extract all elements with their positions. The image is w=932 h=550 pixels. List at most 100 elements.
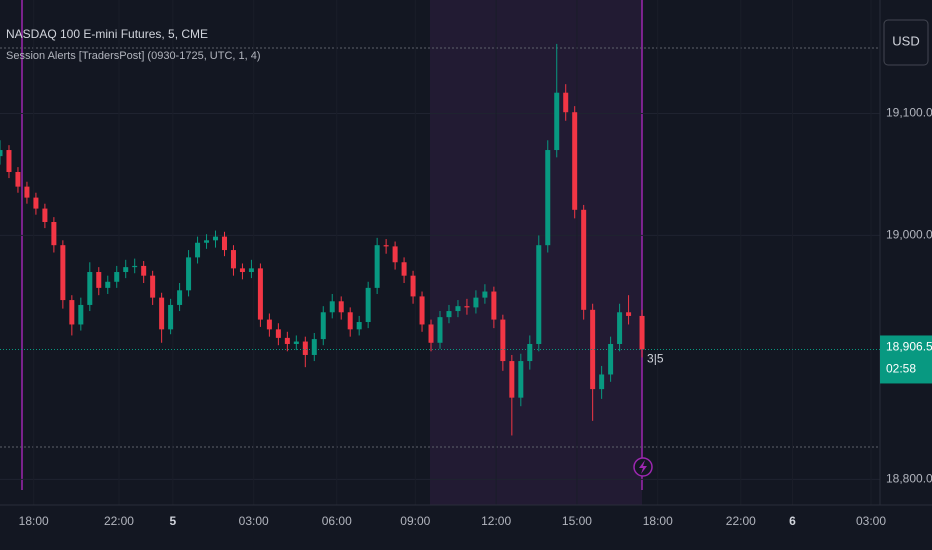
candle-body [87, 272, 93, 305]
candle-body [446, 311, 452, 318]
candle-body [639, 315, 645, 350]
candle-body [338, 301, 344, 313]
candle-body [626, 312, 632, 316]
candle-body [473, 297, 479, 308]
candle-body [221, 236, 227, 251]
candle-body [141, 265, 147, 276]
candle-body [500, 319, 506, 362]
candle-body [374, 245, 380, 288]
candle-body [608, 343, 614, 375]
candle-body [356, 322, 362, 330]
x-tick-label: 12:00 [481, 514, 511, 528]
candles [0, 43, 645, 436]
candle-body [186, 257, 192, 291]
candle-body [105, 281, 111, 288]
candle-body [275, 329, 281, 338]
candle-body [33, 197, 39, 209]
candle-body [545, 150, 551, 246]
y-tick-label: 18,800.00 [886, 472, 932, 486]
candle-body [365, 287, 371, 323]
candle-body [320, 312, 326, 340]
candle-body [527, 343, 533, 362]
candle-body [195, 242, 201, 258]
candle-body [204, 240, 210, 243]
candle-body [572, 112, 578, 210]
candle-body [78, 304, 84, 325]
candle-body [491, 291, 497, 320]
x-tick-label: 03:00 [856, 514, 886, 528]
candle-body [0, 150, 3, 157]
candle-body [132, 265, 138, 268]
candle-body [114, 272, 120, 282]
candle-body [311, 339, 317, 355]
candle-body [150, 275, 156, 298]
x-tick-label: 5 [170, 514, 177, 528]
session-shading [430, 0, 642, 505]
last-price-label: 18,906.50 [886, 340, 932, 354]
candle-body [554, 92, 560, 151]
candle-body [24, 186, 30, 198]
candle-body [159, 297, 165, 330]
candle-body [293, 341, 299, 344]
x-tick-label: 06:00 [322, 514, 352, 528]
candle-body [419, 296, 425, 325]
x-tick-label: 15:00 [562, 514, 592, 528]
candle-body [96, 272, 102, 288]
currency-label[interactable]: USD [892, 33, 919, 48]
candle-body [213, 236, 219, 241]
candle-body [455, 306, 461, 312]
x-tick-label: 22:00 [726, 514, 756, 528]
candle-body [590, 309, 596, 390]
candle-body [392, 246, 398, 263]
annotation: 3|5 [647, 352, 664, 366]
x-tick-label: 03:00 [239, 514, 269, 528]
candle-body [123, 267, 129, 273]
y-tick-label: 19,100.00 [886, 106, 932, 120]
candle-body [464, 306, 470, 308]
candle-body [428, 324, 434, 343]
x-tick-label: 6 [789, 514, 796, 528]
grid [0, 112, 880, 480]
candle-body [248, 268, 254, 273]
x-tick-label: 09:00 [400, 514, 430, 528]
candle-body [168, 304, 174, 330]
candle-body [410, 275, 416, 297]
candle-body [518, 361, 524, 398]
candle-body [437, 317, 443, 343]
currency-button[interactable] [883, 19, 929, 66]
x-tick-label: 18:00 [643, 514, 673, 528]
candle-body [239, 268, 245, 273]
last-price-box [880, 335, 932, 384]
candle-body [617, 312, 623, 344]
candle-body [482, 291, 488, 298]
candle-body [257, 268, 263, 320]
candle-body [383, 245, 389, 247]
candle-body [509, 361, 515, 398]
candle-body [230, 250, 236, 269]
candle-body [177, 290, 183, 305]
candle-body [329, 301, 335, 313]
candle-body [563, 92, 569, 113]
candle-body [60, 245, 66, 301]
candle-body [536, 245, 542, 344]
candle-body [401, 262, 407, 276]
countdown: 02:58 [886, 362, 916, 376]
candle-body [302, 341, 308, 355]
chart-title: NASDAQ 100 E-mini Futures, 5, CME [6, 27, 208, 41]
candle-body [347, 312, 353, 330]
candle-body [15, 171, 21, 187]
candle-body [69, 300, 75, 325]
candle-body [51, 222, 57, 246]
indicator-label: Session Alerts [TradersPost] (0930-1725,… [6, 50, 261, 62]
candle-body [6, 150, 12, 172]
candle-body [42, 208, 48, 223]
x-tick-label: 18:00 [19, 514, 49, 528]
alert-bolt [639, 460, 647, 474]
candle-body [581, 209, 587, 310]
candle-body [266, 319, 272, 330]
y-tick-label: 19,000.00 [886, 228, 932, 242]
candle-body [599, 374, 605, 390]
x-tick-label: 22:00 [104, 514, 134, 528]
